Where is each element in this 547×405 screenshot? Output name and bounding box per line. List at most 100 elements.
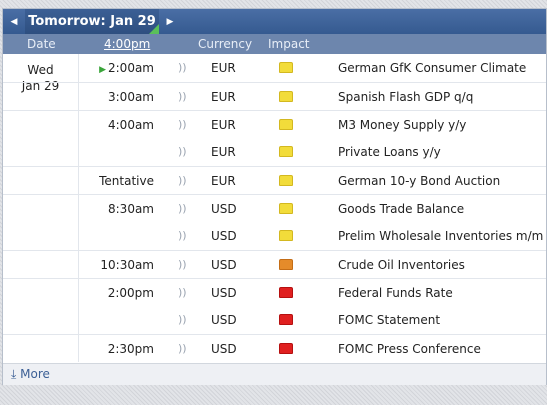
- event-time-cell: 2:30pm: [79, 335, 154, 363]
- event-time-text: 10:30am: [100, 258, 154, 272]
- impact-folder-icon: [279, 259, 293, 270]
- next-day-button[interactable]: ▶: [159, 9, 181, 34]
- event-time-text: 8:30am: [108, 202, 154, 216]
- event-time-cell: Tentative: [79, 167, 154, 195]
- play-icon: ▶: [99, 65, 106, 75]
- day-label: Tomorrow: Jan 29: [28, 14, 156, 29]
- impact-folder-icon: [279, 343, 293, 354]
- time-column-header[interactable]: 4:00pm: [104, 37, 151, 51]
- event-row[interactable]: 10:30am)) USD Crude Oil Inventories: [3, 250, 546, 279]
- event-currency: EUR: [211, 61, 236, 75]
- event-currency: EUR: [211, 90, 236, 104]
- more-label: More: [20, 367, 50, 381]
- event-currency: USD: [211, 342, 237, 356]
- event-time-text: 2:00am: [108, 61, 154, 75]
- sound-alert-icon[interactable]: )): [178, 202, 187, 215]
- event-row[interactable]: ▶ 2:00am)) EUR German GfK Consumer Climate: [3, 54, 546, 82]
- event-time: 3:00am: [108, 83, 154, 111]
- event-time-text: 3:00am: [108, 90, 154, 104]
- impact-folder-icon: [279, 230, 293, 241]
- event-row[interactable]: 2:00pm)) USD Federal Funds Rate: [3, 278, 546, 307]
- event-row[interactable]: )) USD FOMC Statement: [3, 306, 546, 334]
- event-time-cell: 4:00am: [79, 111, 154, 139]
- currency-column-header: Currency: [198, 37, 253, 51]
- event-time-cell: 2:00pm: [79, 279, 154, 307]
- event-title[interactable]: FOMC Press Conference: [338, 342, 481, 356]
- event-time-text: 2:00pm: [107, 286, 154, 300]
- event-time: 2:30pm: [108, 335, 154, 363]
- event-row[interactable]: )) USD Prelim Wholesale Inventories m/m: [3, 222, 546, 250]
- event-title[interactable]: Goods Trade Balance: [338, 202, 465, 216]
- event-time: 2:00pm: [108, 279, 154, 307]
- event-title[interactable]: Federal Funds Rate: [338, 286, 453, 300]
- event-time-cell: [79, 138, 154, 166]
- day-selector[interactable]: Tomorrow: Jan 29: [25, 9, 159, 34]
- impact-folder-icon: [279, 62, 293, 73]
- economic-calendar-widget: ◀ Tomorrow: Jan 29 ▶ Date 4:00pm Currenc…: [2, 8, 547, 385]
- event-currency: EUR: [211, 118, 236, 132]
- calendar-nav-bar: ◀ Tomorrow: Jan 29 ▶: [3, 9, 546, 34]
- impact-folder-icon: [279, 314, 293, 325]
- sound-alert-icon[interactable]: )): [178, 118, 187, 131]
- sound-alert-icon[interactable]: )): [178, 90, 187, 103]
- event-title[interactable]: FOMC Statement: [338, 313, 441, 327]
- event-row[interactable]: 4:00am)) EUR M3 Money Supply y/y: [3, 110, 546, 139]
- event-time-cell: [79, 306, 154, 334]
- event-currency: EUR: [211, 174, 236, 188]
- sound-alert-icon[interactable]: )): [178, 342, 187, 355]
- chevron-left-icon: ◀: [10, 16, 18, 27]
- event-title[interactable]: Spanish Flash GDP q/q: [338, 90, 474, 104]
- sound-alert-icon[interactable]: )): [178, 61, 187, 74]
- event-title[interactable]: Crude Oil Inventories: [338, 258, 465, 272]
- event-time-text: Tentative: [99, 174, 154, 188]
- event-row[interactable]: 3:00am)) EUR Spanish Flash GDP q/q: [3, 82, 546, 111]
- event-time: 8:30am: [108, 195, 154, 223]
- event-time-cell: [79, 222, 154, 250]
- sound-alert-icon[interactable]: )): [178, 174, 187, 187]
- download-icon: ⤓: [11, 367, 17, 381]
- event-row[interactable]: )) EUR Private Loans y/y: [3, 138, 546, 166]
- impact-folder-icon: [279, 146, 293, 157]
- event-title[interactable]: M3 Money Supply y/y: [338, 118, 467, 132]
- impact-folder-icon: [279, 91, 293, 102]
- impact-folder-icon: [279, 203, 293, 214]
- event-title[interactable]: Private Loans y/y: [338, 145, 441, 159]
- chevron-right-icon: ▶: [166, 16, 174, 27]
- sound-alert-icon[interactable]: )): [178, 229, 187, 242]
- calendar-footer: ⤓ More: [3, 363, 546, 385]
- column-header-row: Date 4:00pm Currency Impact: [3, 34, 546, 54]
- event-time-cell: 3:00am: [79, 83, 154, 111]
- event-currency: USD: [211, 258, 237, 272]
- event-time-cell: 8:30am: [79, 195, 154, 223]
- event-time-cell: 10:30am: [79, 251, 154, 279]
- sound-alert-icon[interactable]: )): [178, 258, 187, 271]
- more-link[interactable]: ⤓ More: [11, 367, 50, 382]
- event-currency: USD: [211, 229, 237, 243]
- sound-alert-icon[interactable]: )): [178, 286, 187, 299]
- event-time-text: 4:00am: [108, 118, 154, 132]
- event-title[interactable]: Prelim Wholesale Inventories m/m: [338, 229, 544, 243]
- impact-column-header: Impact: [268, 37, 310, 51]
- event-currency: USD: [211, 286, 237, 300]
- prev-day-button[interactable]: ◀: [3, 9, 25, 34]
- impact-folder-icon: [279, 175, 293, 186]
- event-time: 4:00am: [108, 111, 154, 139]
- event-currency: USD: [211, 202, 237, 216]
- impact-folder-icon: [279, 119, 293, 130]
- event-time: 10:30am: [100, 251, 154, 279]
- event-currency: USD: [211, 313, 237, 327]
- event-row[interactable]: Tentative)) EUR German 10-y Bond Auction: [3, 166, 546, 195]
- sound-alert-icon[interactable]: )): [178, 313, 187, 326]
- sound-alert-icon[interactable]: )): [178, 145, 187, 158]
- event-time-cell: ▶ 2:00am: [79, 54, 154, 82]
- date-column-divider: [78, 54, 79, 362]
- event-title[interactable]: German GfK Consumer Climate: [338, 61, 527, 75]
- event-time: ▶ 2:00am: [99, 54, 154, 82]
- event-row[interactable]: 2:30pm)) USD FOMC Press Conference: [3, 334, 546, 363]
- event-time-text: 2:30pm: [107, 342, 154, 356]
- event-currency: EUR: [211, 145, 236, 159]
- event-row[interactable]: 8:30am)) USD Goods Trade Balance: [3, 194, 546, 223]
- date-weekday: Wed: [27, 63, 54, 77]
- date-column-header: Date: [27, 37, 56, 51]
- event-title[interactable]: German 10-y Bond Auction: [338, 174, 501, 188]
